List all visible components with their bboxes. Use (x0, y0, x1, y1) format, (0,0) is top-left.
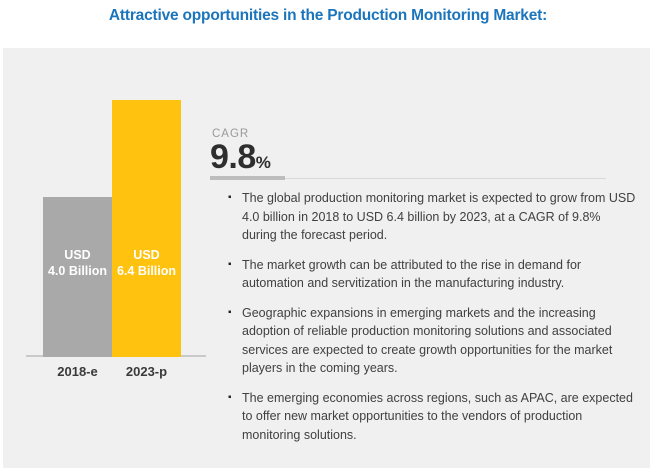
cagr-value: 9.8 (210, 138, 256, 176)
cagr-divider-accent (210, 176, 285, 180)
list-item: ▪ The global production monitoring marke… (228, 189, 653, 245)
x-axis-label-2023: 2023-p (125, 364, 168, 379)
bullet-text: The market growth can be attributed to t… (242, 257, 582, 291)
list-item: ▪ The emerging economies across regions,… (228, 389, 653, 445)
x-axis-label-2018: 2018-e (57, 364, 98, 379)
cagr-value-row: 9.8 % (210, 138, 271, 176)
bullet-square-icon: ▪ (228, 391, 232, 403)
cagr-label: CAGR (212, 128, 250, 140)
bullet-text: The global production monitoring market … (242, 191, 636, 242)
bullet-text: The emerging economies across regions, s… (242, 390, 633, 442)
bar-2018 (43, 197, 112, 357)
bullet-list: ▪ The global production monitoring marke… (228, 189, 653, 455)
bullet-square-icon: ▪ (228, 258, 232, 270)
bullet-square-icon: ▪ (228, 192, 232, 203)
content-panel: USD 4.0 Billion USD 6.4 Billion 2018-e 2… (3, 48, 650, 468)
list-item: ▪ Geographic expansions in emerging mark… (228, 304, 653, 378)
bar-value-label-2023: USD 6.4 Billion (116, 248, 177, 278)
list-item: ▪ The market growth can be attributed to… (228, 256, 653, 293)
page-title: Attractive opportunities in the Producti… (108, 7, 548, 24)
bullet-text: Geographic expansions in emerging market… (242, 305, 613, 376)
bar-value-label-2018: USD 4.0 Billion (47, 248, 108, 278)
cagr-percent-sign: % (255, 153, 271, 172)
cagr-divider (210, 176, 606, 180)
bullet-square-icon: ▪ (228, 306, 232, 318)
cagr-divider-line (285, 178, 606, 179)
bar-2023 (112, 100, 181, 357)
